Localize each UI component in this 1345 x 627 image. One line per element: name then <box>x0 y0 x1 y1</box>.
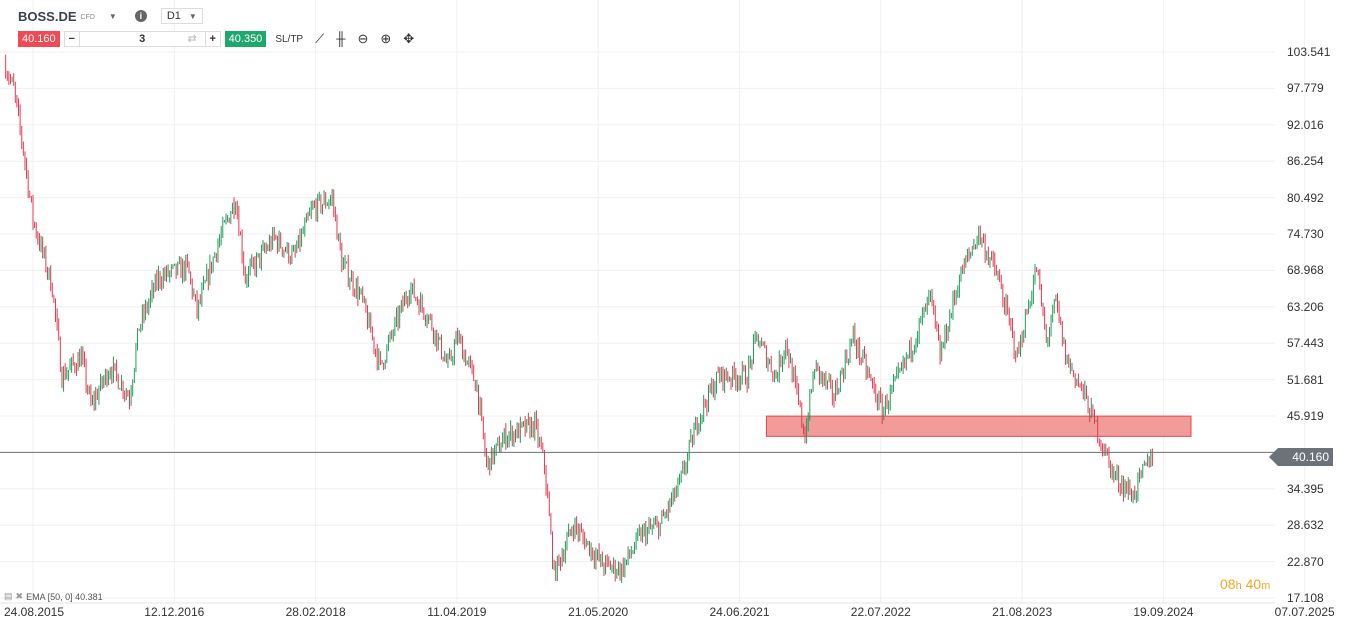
line-chart-icon[interactable]: ⟋ <box>315 31 325 46</box>
y-tick-label: 74.730 <box>1287 227 1324 241</box>
y-tick-label: 103.541 <box>1287 45 1331 59</box>
buy-button[interactable]: 40.350 <box>224 31 267 47</box>
x-tick-label: 19.09.2024 <box>1133 605 1194 619</box>
y-tick-label: 28.632 <box>1287 518 1324 533</box>
y-tick-label: 63.206 <box>1287 299 1324 314</box>
increase-button[interactable]: + <box>209 33 216 45</box>
instrument-type: CFD <box>80 14 95 21</box>
y-tick-label: 34.395 <box>1287 481 1324 496</box>
x-tick-label: 24.08.2015 <box>3 605 65 619</box>
x-tick-label: 07.07.2025 <box>1274 605 1335 619</box>
indicator-remove-icon[interactable]: ✖ <box>15 591 24 601</box>
y-tick-label: 92.016 <box>1287 117 1324 132</box>
timer-m-unit: m <box>1261 580 1271 592</box>
candle-timer: 08h 40m <box>1220 576 1270 592</box>
y-tick-label: 45.919 <box>1287 409 1324 423</box>
x-tick-label: 11.04.2019 <box>427 605 487 619</box>
y-tick-label: 17.108 <box>1287 591 1324 605</box>
chevron-down-icon: ▼ <box>188 11 197 21</box>
candlestick-icon[interactable]: ╫ <box>336 31 346 46</box>
swap-icon[interactable]: ⇄ <box>187 33 197 45</box>
timer-minutes: 40 <box>1245 576 1262 592</box>
indicator-legend: ▤ ✖ EMA [50, 0] 40.381 <box>4 591 103 602</box>
sltp-button[interactable]: SL/TP <box>275 33 304 45</box>
y-tick-label: 68.968 <box>1287 263 1324 278</box>
x-tick-label: 12.12.2016 <box>144 605 205 619</box>
x-tick-label: 22.07.2022 <box>850 605 911 619</box>
x-tick-label: 21.05.2020 <box>568 605 629 619</box>
quantity-value: 3 <box>139 33 146 45</box>
ema-label: EMA [50, 0] 40.381 <box>26 591 103 602</box>
indicator-settings-icon[interactable]: ▤ <box>4 591 13 601</box>
timer-h-unit: h <box>1235 580 1242 592</box>
trade-toolbar: 40.160 − 3 ⇄ + 40.350 SL/TP ⟋ ╫ ⊖ ⊕ ✥ <box>18 31 414 47</box>
zoom-in-icon[interactable]: ⊕ <box>380 31 392 46</box>
sell-button[interactable]: 40.160 <box>18 31 60 47</box>
instrument-header: BOSS.DE CFD ▼ i D1 ▼ <box>18 8 203 24</box>
y-tick-label: 80.492 <box>1287 190 1324 205</box>
quantity-stepper[interactable]: − 3 ⇄ + <box>63 31 221 47</box>
y-tick-label: 86.254 <box>1287 154 1324 169</box>
x-tick-label: 21.08.2023 <box>992 605 1053 619</box>
move-icon[interactable]: ✥ <box>403 31 415 46</box>
zoom-out-icon[interactable]: ⊖ <box>357 31 369 46</box>
timeframe-select[interactable]: D1 ▼ <box>160 8 203 24</box>
timeframe-value: D1 <box>166 10 181 22</box>
y-tick-label: 97.779 <box>1287 81 1324 96</box>
x-tick-label: 24.06.2021 <box>709 605 770 619</box>
x-tick-label: 28.02.2018 <box>285 605 346 619</box>
current-price-label: 40.160 <box>1269 448 1333 466</box>
y-tick-label: 22.870 <box>1287 554 1324 569</box>
y-tick-label: 51.681 <box>1287 372 1324 387</box>
timer-hours: 08 <box>1220 576 1236 592</box>
quantity-input[interactable]: 3 ⇄ <box>78 32 206 46</box>
symbol-name[interactable]: BOSS.DE <box>18 8 77 24</box>
symbol-dropdown-icon[interactable]: ▼ <box>108 11 117 21</box>
info-icon[interactable]: i <box>134 10 147 22</box>
support-resistance-zone <box>765 415 1192 437</box>
decrease-button[interactable]: − <box>68 33 75 45</box>
y-tick-label: 57.443 <box>1287 336 1324 351</box>
